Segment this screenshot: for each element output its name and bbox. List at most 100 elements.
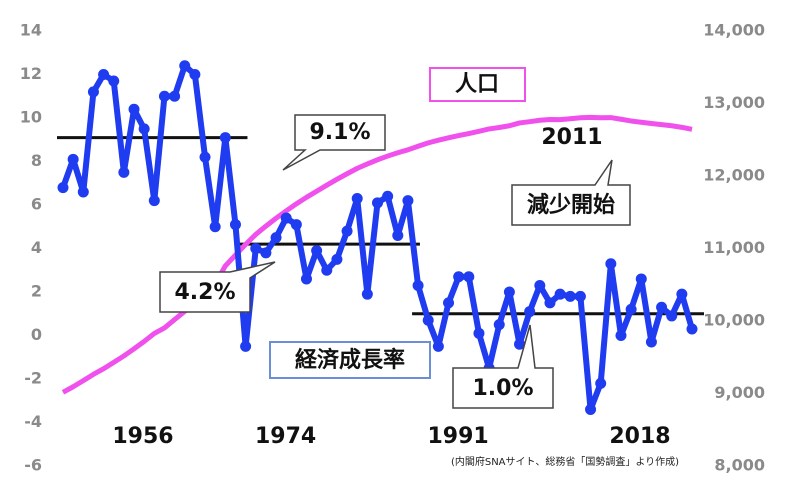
y-tick-label: 10 xyxy=(20,108,42,127)
marker xyxy=(199,151,211,163)
x-tick-label: 1991 xyxy=(427,424,488,449)
legend-label: 経済成長率 xyxy=(295,347,405,373)
y-tick-label: 0 xyxy=(31,325,42,344)
marker xyxy=(605,258,617,270)
marker xyxy=(98,69,110,80)
marker xyxy=(341,225,353,237)
marker xyxy=(544,297,556,309)
y-tick-label: 4 xyxy=(31,238,42,257)
callout-box xyxy=(282,114,386,171)
marker xyxy=(676,288,688,300)
marker xyxy=(524,306,536,318)
y-tick-label: -4 xyxy=(24,412,42,431)
marker xyxy=(57,182,69,194)
source-note: (内閣府SNAサイト、総務省「国勢調査」より作成) xyxy=(451,455,679,468)
callout-42: 4.2% xyxy=(159,261,276,313)
marker xyxy=(514,338,526,350)
x-tick-label: 2018 xyxy=(609,424,670,449)
legend-box xyxy=(429,67,526,102)
marker xyxy=(463,271,475,283)
marker xyxy=(300,273,312,285)
y2-tick-label: 10,000 xyxy=(703,311,765,330)
marker xyxy=(250,243,262,254)
marker xyxy=(686,323,698,335)
marker xyxy=(128,103,140,115)
y2-tick-label: 12,000 xyxy=(703,166,765,185)
marker xyxy=(432,340,444,352)
annotation: 2011 xyxy=(541,125,602,150)
marker xyxy=(67,153,79,165)
callout-box xyxy=(159,261,276,313)
marker xyxy=(219,132,231,144)
marker xyxy=(493,319,505,331)
annotation: 減少開始 xyxy=(527,192,615,218)
marker xyxy=(574,290,586,302)
marker xyxy=(240,340,252,352)
marker xyxy=(361,288,373,300)
marker xyxy=(443,297,455,309)
marker xyxy=(402,195,414,207)
y2-tick-label: 8,000 xyxy=(714,456,765,475)
marker xyxy=(311,245,323,257)
marker xyxy=(209,221,221,233)
marker xyxy=(179,60,191,72)
legend-label: 人口 xyxy=(455,72,499,97)
marker xyxy=(534,279,546,291)
y-tick-label: 2 xyxy=(31,282,42,301)
y-tick-label: 14 xyxy=(20,21,42,40)
marker xyxy=(270,232,282,244)
marks: -6 -4 -2 0 2 4 6 8 10 12 14 8,000 9,000 10,000 11,000 1… xyxy=(20,21,765,475)
marker xyxy=(158,90,170,102)
marker xyxy=(87,86,99,98)
y-tick-label: -2 xyxy=(24,369,42,388)
marker xyxy=(564,290,576,302)
y2-tick-label: 9,000 xyxy=(714,383,765,402)
marker xyxy=(554,288,566,300)
marker xyxy=(351,192,363,204)
callout-10: 1.0% xyxy=(452,324,554,409)
callout-decline: 減少開始 xyxy=(511,159,631,226)
marker xyxy=(645,336,657,348)
marker xyxy=(290,219,302,231)
legend-box xyxy=(269,341,431,379)
callout-label: 9.1% xyxy=(309,120,370,145)
marker xyxy=(229,219,241,231)
marker xyxy=(382,190,394,202)
marker xyxy=(321,264,333,276)
y-tick-label: 12 xyxy=(20,64,42,83)
marker xyxy=(148,195,160,207)
marker xyxy=(635,273,647,285)
y-tick-label: -6 xyxy=(24,456,42,475)
y2-tick-label: 11,000 xyxy=(703,238,765,257)
marker xyxy=(331,253,343,265)
marker xyxy=(280,212,292,224)
marker xyxy=(138,123,150,135)
callout-label: 4.2% xyxy=(174,280,235,305)
marker xyxy=(473,327,485,339)
x-tick-label: 1974 xyxy=(255,424,316,449)
marker xyxy=(372,197,383,209)
marker xyxy=(422,314,434,326)
marker xyxy=(108,75,120,87)
callout-91: 9.1% xyxy=(282,114,386,171)
marker xyxy=(585,403,597,415)
y2-tick-label: 14,000 xyxy=(703,21,765,40)
callout-label: 1.0% xyxy=(472,376,533,401)
series-line xyxy=(61,114,693,395)
callout-box xyxy=(511,159,631,226)
marker xyxy=(412,279,424,291)
marker xyxy=(392,229,404,241)
y-tick-label: 8 xyxy=(31,151,42,170)
marker xyxy=(656,301,668,313)
legend-population: 人口 xyxy=(429,67,526,102)
y2-tick-label: 13,000 xyxy=(703,93,765,112)
marker xyxy=(503,286,515,298)
marker xyxy=(77,186,89,198)
y-tick-label: 6 xyxy=(31,195,42,214)
marker xyxy=(666,310,678,322)
marker xyxy=(169,90,181,102)
callout-box xyxy=(452,324,554,409)
marker xyxy=(189,69,201,80)
marker xyxy=(595,377,607,389)
